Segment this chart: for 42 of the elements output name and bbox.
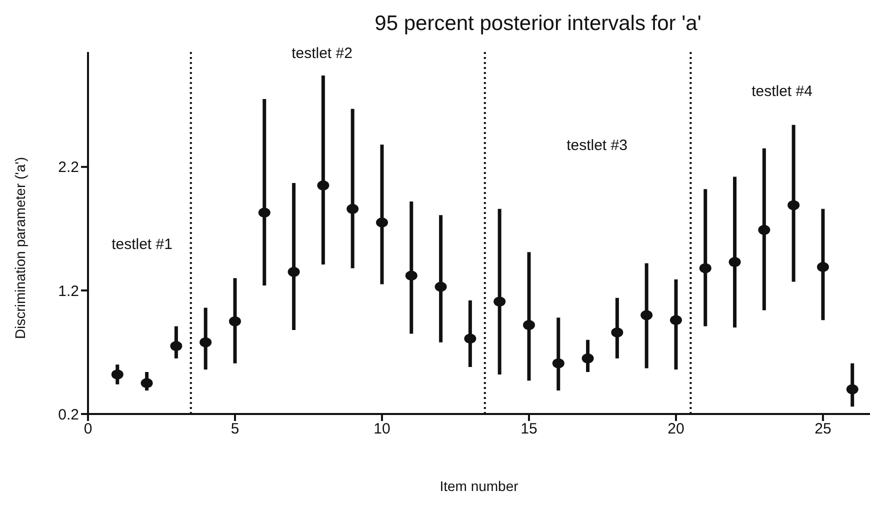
point — [640, 310, 653, 320]
x-tick-label: 25 — [814, 420, 832, 438]
point — [611, 327, 624, 338]
y-tick-label: 0.2 — [58, 406, 79, 424]
point — [346, 204, 359, 214]
x-tick-label: 20 — [668, 420, 684, 438]
point — [522, 320, 535, 330]
annotation: testlet #1 — [112, 236, 172, 253]
point — [200, 337, 212, 348]
point — [376, 218, 388, 228]
point — [758, 224, 770, 235]
point — [728, 257, 741, 268]
chart-title: 95 percent posterior intervals for 'a' — [374, 12, 702, 36]
point — [552, 358, 564, 368]
point — [816, 262, 829, 272]
y-axis-title: Discrimination parameter ('a') — [12, 157, 28, 339]
point — [405, 270, 418, 281]
x-tick-label: 0 — [84, 420, 92, 438]
point — [317, 180, 330, 190]
point — [170, 341, 182, 352]
point — [846, 384, 858, 394]
x-tick-label: 10 — [374, 420, 390, 438]
x-tick-label: 15 — [520, 420, 538, 438]
y-tick-label: 2.2 — [58, 159, 79, 176]
point — [228, 316, 241, 326]
x-axis-title: Item number — [438, 478, 520, 494]
x-tick-label: 5 — [230, 420, 240, 438]
point — [434, 282, 447, 292]
point — [288, 266, 300, 277]
point — [140, 378, 153, 388]
point — [699, 263, 712, 274]
annotation: testlet #3 — [566, 137, 628, 154]
point — [258, 208, 270, 218]
annotation: testlet #4 — [752, 83, 812, 100]
point — [670, 315, 682, 326]
annotation: testlet #2 — [292, 45, 352, 62]
point — [464, 334, 476, 344]
point — [111, 369, 124, 380]
point — [788, 200, 800, 210]
y-tick-label: 1.2 — [58, 282, 79, 300]
point — [582, 353, 594, 364]
point — [494, 296, 506, 307]
